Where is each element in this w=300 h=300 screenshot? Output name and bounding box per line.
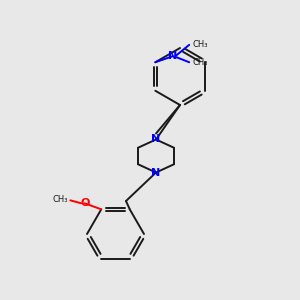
Text: N: N: [152, 167, 160, 178]
Text: CH₃: CH₃: [192, 40, 208, 49]
Text: N: N: [168, 51, 177, 61]
Text: O: O: [80, 198, 89, 208]
Text: CH₃: CH₃: [192, 58, 208, 67]
Text: CH₃: CH₃: [52, 195, 68, 204]
Text: N: N: [152, 134, 160, 145]
